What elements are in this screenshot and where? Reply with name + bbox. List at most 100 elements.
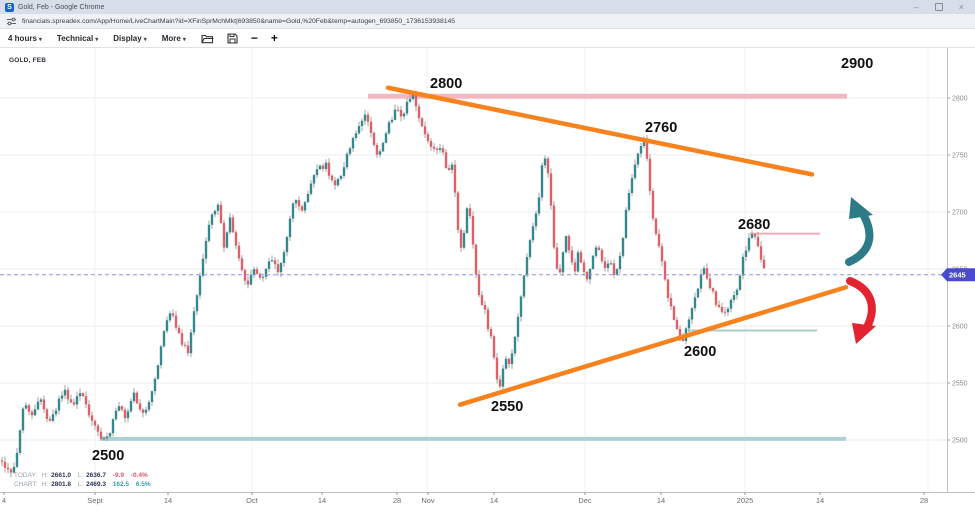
site-settings-icon[interactable] xyxy=(6,16,17,27)
candle xyxy=(435,148,439,150)
candle xyxy=(393,109,397,120)
candle xyxy=(96,425,100,432)
open-chart-icon[interactable] xyxy=(201,33,214,44)
candle xyxy=(120,406,124,410)
annotation-2680[interactable]: 2680 xyxy=(736,215,772,235)
zoom-out-button[interactable]: − xyxy=(250,31,258,45)
annotation-2550[interactable]: 2550 xyxy=(489,397,525,417)
candle xyxy=(243,270,247,281)
candle xyxy=(618,255,622,270)
candle xyxy=(150,391,154,403)
chevron-down-icon: ▾ xyxy=(143,36,147,43)
arrow-down-drawing[interactable] xyxy=(846,277,876,333)
candle xyxy=(432,146,436,149)
annotation-2500[interactable]: 2500 xyxy=(90,446,126,466)
candle xyxy=(180,333,184,345)
candle xyxy=(471,215,475,245)
y-axis-label: 2550 xyxy=(952,380,968,387)
annotation-2900[interactable]: 2900 xyxy=(839,54,875,74)
candle xyxy=(246,280,250,285)
candle xyxy=(297,200,301,207)
today-change: -9.9 xyxy=(112,472,124,479)
candle xyxy=(93,420,97,426)
descending-trendline[interactable] xyxy=(385,85,815,177)
candle xyxy=(711,288,715,292)
candle xyxy=(57,398,61,411)
candle xyxy=(729,299,733,309)
candle xyxy=(378,151,382,155)
arrow-up-drawing[interactable] xyxy=(845,212,874,266)
arrow-down-head-icon[interactable] xyxy=(852,323,876,344)
annotation-2600[interactable]: 2600 xyxy=(682,342,718,362)
candle xyxy=(219,204,223,223)
candle xyxy=(6,467,10,470)
x-axis-label: 14 xyxy=(657,496,665,505)
candle xyxy=(258,273,262,278)
candle xyxy=(507,358,511,365)
candle xyxy=(624,209,628,238)
url-text[interactable]: financials.spreadex.com/App/Home/LiveCha… xyxy=(22,17,456,25)
candle xyxy=(597,247,601,250)
candle xyxy=(417,106,421,119)
candle xyxy=(648,158,652,192)
candle xyxy=(498,379,502,387)
today-change-pct: -0.4% xyxy=(130,472,148,479)
candle xyxy=(723,311,727,313)
candle xyxy=(24,405,28,409)
minimize-button[interactable]: – xyxy=(913,1,919,12)
candle xyxy=(441,148,445,153)
close-button[interactable]: × xyxy=(958,1,964,12)
candle xyxy=(645,138,649,159)
candle xyxy=(750,234,754,238)
candle xyxy=(321,165,325,169)
candle xyxy=(339,175,343,179)
ascending-trendline[interactable] xyxy=(457,284,849,407)
candle xyxy=(600,249,604,262)
annotation-2800[interactable]: 2800 xyxy=(428,74,464,94)
x-axis-label: 14 xyxy=(164,496,172,505)
annotation-2760[interactable]: 2760 xyxy=(643,118,679,138)
candle xyxy=(705,268,709,279)
candle xyxy=(426,134,430,142)
candle xyxy=(291,203,295,219)
save-chart-icon[interactable] xyxy=(227,32,238,44)
arrow-up-head-icon[interactable] xyxy=(849,197,873,219)
menu-technical[interactable]: Technical ▾ xyxy=(56,33,99,43)
price-chart-canvas[interactable]: 28002750270026502600255025004Sept14Oct14… xyxy=(0,48,975,510)
candle xyxy=(342,167,346,176)
x-axis-label: Dec xyxy=(578,496,592,505)
maximize-button[interactable] xyxy=(934,3,943,11)
candle xyxy=(132,392,136,402)
candle xyxy=(675,319,679,330)
candle xyxy=(570,250,574,263)
candle xyxy=(687,319,691,329)
chart-area[interactable]: 28002750270026502600255025004Sept14Oct14… xyxy=(0,48,975,510)
candle xyxy=(156,365,160,379)
candle xyxy=(186,345,190,354)
candle xyxy=(546,158,550,174)
candle xyxy=(549,173,553,206)
candle xyxy=(270,260,274,262)
candle xyxy=(399,109,403,117)
chart-low-value: 2469.3 xyxy=(86,480,106,488)
candle xyxy=(540,165,544,198)
menu-display[interactable]: Display ▾ xyxy=(113,33,147,43)
candle xyxy=(504,358,508,369)
y-axis-label: 2800 xyxy=(952,95,968,102)
menu-more[interactable]: More ▾ xyxy=(161,33,186,43)
candle xyxy=(735,289,739,296)
y-axis-label: 2500 xyxy=(952,437,968,444)
candle xyxy=(690,308,694,320)
candle xyxy=(207,224,211,241)
candle xyxy=(198,275,202,296)
candle xyxy=(90,415,94,421)
x-axis-label: Nov xyxy=(421,496,435,505)
candle xyxy=(228,217,232,233)
zoom-in-button[interactable]: + xyxy=(270,31,278,45)
candle xyxy=(195,295,199,312)
y-axis-label: 2750 xyxy=(952,152,968,159)
address-bar[interactable]: financials.spreadex.com/App/Home/LiveCha… xyxy=(0,14,975,29)
candle xyxy=(414,93,418,107)
menu-4-hours[interactable]: 4 hours ▾ xyxy=(8,33,42,43)
candle xyxy=(678,329,682,338)
